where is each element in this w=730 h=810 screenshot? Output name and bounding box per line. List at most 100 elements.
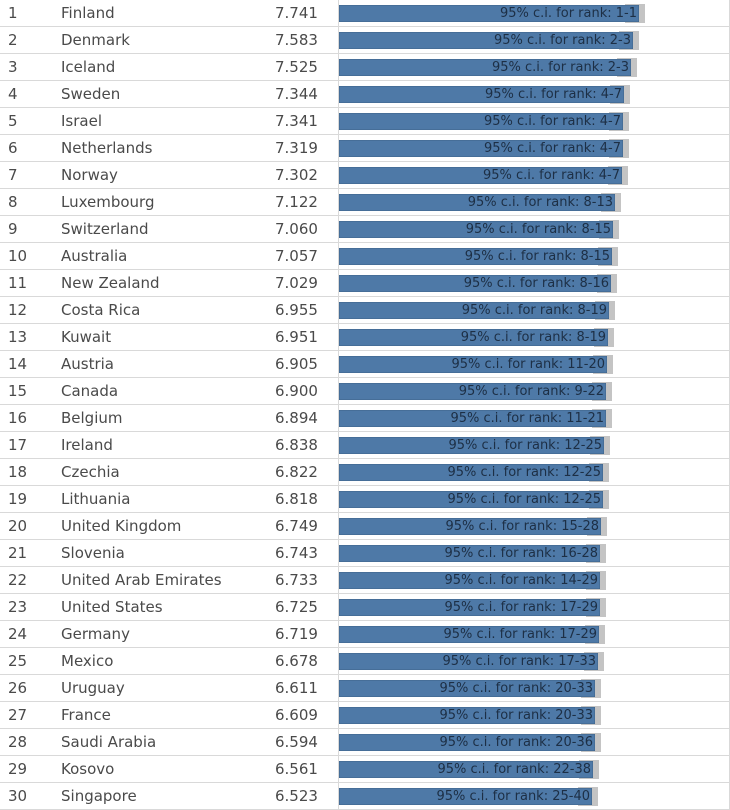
country-cell: Finland (61, 4, 115, 22)
score-bar (339, 599, 600, 616)
rank-cell: 1 (8, 4, 18, 22)
score-bar (339, 383, 606, 400)
score-cell: 7.525 (275, 58, 318, 76)
score-bar-cell: 95% c.i. for rank: 11-20 (339, 351, 615, 377)
score-bar-cell: 95% c.i. for rank: 8-19 (339, 324, 616, 350)
table-row: 6 Netherlands 7.319 95% c.i. for rank: 4-7 (0, 135, 730, 162)
table-row: 7 Norway 7.302 95% c.i. for rank: 4-7 (0, 162, 730, 189)
ci-label: 95% c.i. for rank: 4-7 (483, 114, 621, 129)
country-cell: Costa Rica (61, 301, 141, 319)
ci-label: 95% c.i. for rank: 20-33 (439, 708, 593, 723)
country-cell: Mexico (61, 652, 114, 670)
country-cell: Norway (61, 166, 118, 184)
score-bar-cell: 95% c.i. for rank: 20-33 (339, 702, 603, 728)
table-row: 5 Israel 7.341 95% c.i. for rank: 4-7 (0, 108, 730, 135)
table-row: 11 New Zealand 7.029 95% c.i. for rank: 8-1… (0, 270, 730, 297)
score-bar (339, 356, 607, 373)
table-row: 12 Costa Rica 6.955 95% c.i. for rank: 8-19 (0, 297, 730, 324)
rank-cell: 22 (8, 571, 28, 589)
score-cell: 6.561 (275, 760, 318, 778)
score-cell: 6.822 (275, 463, 318, 481)
score-bar (339, 491, 603, 508)
ci-label: 95% c.i. for rank: 8-19 (460, 330, 606, 345)
score-bar (339, 86, 624, 103)
table-row: 25 Mexico 6.678 95% c.i. for rank: 17-33 (0, 648, 730, 675)
score-bar (339, 545, 600, 562)
score-bar (339, 194, 615, 211)
score-cell: 6.951 (275, 328, 318, 346)
score-cell: 6.905 (275, 355, 318, 373)
ci-label: 95% c.i. for rank: 1-1 (499, 6, 637, 21)
score-bar (339, 761, 593, 778)
score-bar-cell: 95% c.i. for rank: 4-7 (339, 108, 631, 134)
score-bar (339, 707, 595, 724)
score-cell: 6.678 (275, 652, 318, 670)
score-bar-cell: 95% c.i. for rank: 17-29 (339, 594, 608, 620)
rank-cell: 27 (8, 706, 28, 724)
score-cell: 7.302 (275, 166, 318, 184)
rank-cell: 19 (8, 490, 28, 508)
table-row: 14 Austria 6.905 95% c.i. for rank: 11-20 (0, 351, 730, 378)
score-bar-cell: 95% c.i. for rank: 8-19 (339, 297, 617, 323)
score-cell: 7.341 (275, 112, 318, 130)
rank-cell: 28 (8, 733, 28, 751)
ci-label: 95% c.i. for rank: 4-7 (484, 87, 622, 102)
score-cell: 6.594 (275, 733, 318, 751)
rank-cell: 24 (8, 625, 28, 643)
score-cell: 7.583 (275, 31, 318, 49)
score-cell: 6.609 (275, 706, 318, 724)
score-bar-cell: 95% c.i. for rank: 12-25 (339, 486, 611, 512)
country-cell: Lithuania (61, 490, 131, 508)
rank-cell: 4 (8, 85, 18, 103)
country-cell: United Arab Emirates (61, 571, 222, 589)
rank-cell: 7 (8, 166, 18, 184)
score-bar (339, 221, 613, 238)
table-row: 1 Finland 7.741 95% c.i. for rank: 1-1 (0, 0, 730, 27)
country-cell: Saudi Arabia (61, 733, 157, 751)
country-cell: Australia (61, 247, 128, 265)
rank-cell: 26 (8, 679, 28, 697)
score-bar-cell: 95% c.i. for rank: 4-7 (339, 162, 630, 188)
table-row: 4 Sweden 7.344 95% c.i. for rank: 4-7 (0, 81, 730, 108)
table-row: 27 France 6.609 95% c.i. for rank: 20-33 (0, 702, 730, 729)
score-bar-cell: 95% c.i. for rank: 8-15 (339, 243, 620, 269)
score-cell: 7.319 (275, 139, 318, 157)
table-row: 19 Lithuania 6.818 95% c.i. for rank: 12-25 (0, 486, 730, 513)
table-row: 17 Ireland 6.838 95% c.i. for rank: 12-25 (0, 432, 730, 459)
country-cell: Ireland (61, 436, 113, 454)
country-cell: United States (61, 598, 163, 616)
rank-cell: 16 (8, 409, 28, 427)
table-row: 30 Singapore 6.523 95% c.i. for rank: 25-40 (0, 783, 730, 810)
score-cell: 6.955 (275, 301, 318, 319)
score-bar-cell: 95% c.i. for rank: 16-28 (339, 540, 608, 566)
ci-label: 95% c.i. for rank: 14-29 (444, 573, 598, 588)
rank-cell: 17 (8, 436, 28, 454)
ci-label: 95% c.i. for rank: 2-3 (491, 60, 629, 75)
score-cell: 6.523 (275, 787, 318, 805)
score-bar-cell: 95% c.i. for rank: 15-28 (339, 513, 609, 539)
score-bar-cell: 95% c.i. for rank: 20-36 (339, 729, 603, 755)
table-row: 18 Czechia 6.822 95% c.i. for rank: 12-25 (0, 459, 730, 486)
country-cell: Uruguay (61, 679, 125, 697)
score-bar-cell: 95% c.i. for rank: 9-22 (339, 378, 614, 404)
table-row: 16 Belgium 6.894 95% c.i. for rank: 11-21 (0, 405, 730, 432)
score-bar-cell: 95% c.i. for rank: 8-16 (339, 270, 619, 296)
country-cell: Germany (61, 625, 130, 643)
rank-cell: 23 (8, 598, 28, 616)
score-bar (339, 653, 598, 670)
table-row: 13 Kuwait 6.951 95% c.i. for rank: 8-19 (0, 324, 730, 351)
country-cell: Slovenia (61, 544, 125, 562)
score-cell: 6.900 (275, 382, 318, 400)
score-bar (339, 167, 622, 184)
score-bar-cell: 95% c.i. for rank: 12-25 (339, 459, 611, 485)
ci-label: 95% c.i. for rank: 8-15 (465, 222, 611, 237)
ci-label: 95% c.i. for rank: 25-40 (436, 789, 590, 804)
score-cell: 7.344 (275, 85, 318, 103)
ci-label: 95% c.i. for rank: 8-13 (467, 195, 613, 210)
score-bar (339, 140, 623, 157)
rank-cell: 10 (8, 247, 28, 265)
country-cell: Austria (61, 355, 114, 373)
rank-cell: 29 (8, 760, 28, 778)
ci-label: 95% c.i. for rank: 20-33 (439, 681, 593, 696)
ci-label: 95% c.i. for rank: 11-20 (451, 357, 605, 372)
